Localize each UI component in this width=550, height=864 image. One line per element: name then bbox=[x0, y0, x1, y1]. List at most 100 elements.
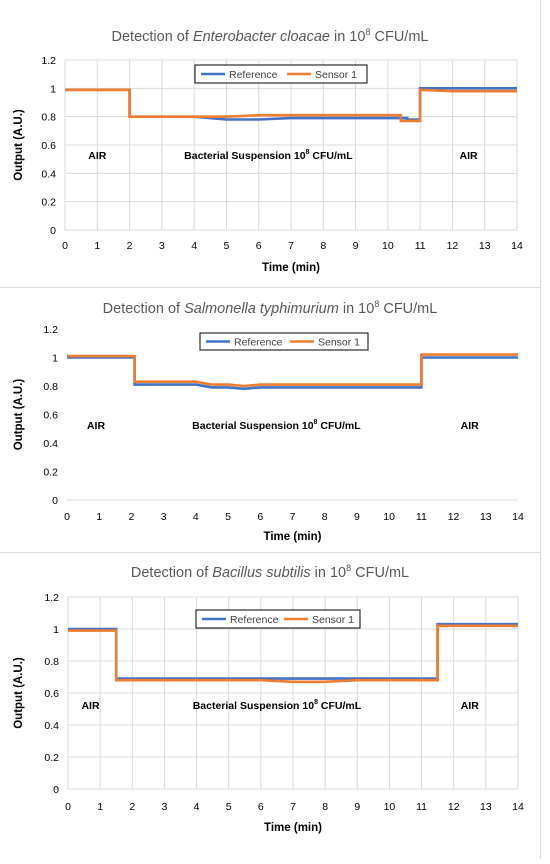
legend: Reference Sensor 1 bbox=[199, 332, 369, 351]
x-tick-label: 12 bbox=[448, 511, 460, 523]
region-annotation: Bacterial Suspension 108 CFU/mL bbox=[192, 419, 361, 432]
y-tick-label: 1 bbox=[53, 624, 59, 636]
y-tick-label: 0.6 bbox=[43, 410, 58, 422]
x-axis-label: Time (min) bbox=[262, 262, 320, 274]
chart-salmonella: Detection of Salmonella typhimurium in 1… bbox=[13, 299, 524, 543]
x-tick-label: 11 bbox=[416, 801, 427, 813]
x-tick-label: 4 bbox=[191, 240, 197, 252]
y-tick-label: 1.2 bbox=[43, 324, 58, 336]
x-axis-label: Time (min) bbox=[264, 531, 322, 543]
series-line-sensor-1 bbox=[65, 88, 517, 123]
x-tick-label: 3 bbox=[161, 511, 167, 523]
region-annotation: AIR bbox=[461, 420, 480, 432]
x-tick-label: 14 bbox=[511, 240, 523, 252]
chart-title: Detection of Salmonella typhimurium in 1… bbox=[103, 299, 438, 317]
x-tick-label: 2 bbox=[127, 240, 133, 252]
series-line-reference bbox=[67, 356, 518, 391]
x-tick-label: 8 bbox=[322, 801, 328, 813]
x-tick-label: 6 bbox=[257, 511, 263, 523]
y-tick-label: 0.8 bbox=[41, 112, 56, 124]
y-tick-label: 0 bbox=[53, 784, 59, 796]
x-tick-label: 4 bbox=[193, 511, 199, 523]
x-tick-label: 7 bbox=[290, 511, 296, 523]
x-tick-label: 4 bbox=[194, 801, 200, 813]
x-tick-label: 10 bbox=[384, 801, 396, 813]
legend-label: Sensor 1 bbox=[318, 337, 360, 349]
chart-panel-salmonella: Detection of Salmonella typhimurium in 1… bbox=[0, 289, 540, 551]
y-tick-label: 0.6 bbox=[41, 140, 56, 152]
y-tick-label: 1 bbox=[50, 83, 56, 95]
legend-label: Sensor 1 bbox=[312, 614, 354, 626]
y-axis-label: Output (A.U.) bbox=[13, 379, 25, 451]
region-annotation: AIR bbox=[88, 150, 107, 162]
x-tick-label: 9 bbox=[354, 801, 360, 813]
plot-area-border bbox=[67, 596, 519, 790]
x-tick-label: 13 bbox=[479, 240, 491, 252]
x-tick-label: 13 bbox=[480, 511, 492, 523]
series-line-sensor-1 bbox=[68, 624, 518, 684]
region-annotation: AIR bbox=[460, 150, 479, 162]
x-tick-label: 10 bbox=[382, 240, 394, 252]
x-tick-label: 6 bbox=[256, 240, 262, 252]
y-tick-label: 0.2 bbox=[43, 467, 58, 479]
x-tick-label: 0 bbox=[65, 801, 71, 813]
region-annotation: Bacterial Suspension 108 CFU/mL bbox=[184, 149, 353, 162]
x-tick-label: 13 bbox=[480, 801, 492, 813]
x-tick-label: 11 bbox=[416, 511, 427, 523]
x-tick-label: 7 bbox=[288, 240, 294, 252]
y-tick-label: 1 bbox=[52, 353, 58, 365]
legend-box bbox=[195, 609, 361, 629]
y-tick-label: 0.8 bbox=[44, 656, 59, 668]
series-line-reference bbox=[68, 622, 518, 680]
x-tick-label: 6 bbox=[258, 801, 264, 813]
x-tick-label: 9 bbox=[353, 240, 359, 252]
x-tick-label: 5 bbox=[226, 801, 232, 813]
x-tick-label: 14 bbox=[512, 511, 524, 523]
chart-title: Detection of Bacillus subtilis in 108 CF… bbox=[131, 563, 409, 581]
legend-box bbox=[199, 332, 369, 351]
series-line-sensor-1 bbox=[67, 353, 518, 388]
right-border-line bbox=[540, 0, 541, 859]
chart-enterobacter: Detection of Enterobacter cloacae in 108… bbox=[13, 27, 523, 274]
legend: Reference Sensor 1 bbox=[194, 64, 368, 84]
x-tick-label: 11 bbox=[415, 240, 426, 252]
x-tick-label: 5 bbox=[224, 240, 230, 252]
chart-bacillus: Detection of Bacillus subtilis in 108 CF… bbox=[13, 563, 524, 834]
x-tick-label: 0 bbox=[62, 240, 68, 252]
chart-title: Detection of Enterobacter cloacae in 108… bbox=[112, 27, 429, 45]
y-tick-label: 0.2 bbox=[44, 752, 59, 764]
x-tick-label: 7 bbox=[290, 801, 296, 813]
y-axis-label: Output (A.U.) bbox=[13, 657, 25, 729]
y-axis-label: Output (A.U.) bbox=[13, 109, 25, 181]
panel-divider bbox=[0, 287, 540, 288]
plot-area-border bbox=[64, 59, 518, 231]
legend-box bbox=[194, 64, 368, 84]
region-annotation: AIR bbox=[81, 700, 100, 712]
legend-label: Reference bbox=[230, 614, 279, 626]
x-tick-label: 3 bbox=[159, 240, 165, 252]
gridlines bbox=[67, 596, 519, 790]
legend: Reference Sensor 1 bbox=[195, 609, 361, 629]
x-tick-label: 3 bbox=[162, 801, 168, 813]
x-tick-label: 1 bbox=[94, 240, 100, 252]
x-tick-label: 8 bbox=[322, 511, 328, 523]
x-tick-label: 10 bbox=[383, 511, 395, 523]
x-tick-label: 8 bbox=[320, 240, 326, 252]
chart-panel-bacillus: Detection of Bacillus subtilis in 108 CF… bbox=[0, 554, 540, 859]
legend-label: Sensor 1 bbox=[315, 69, 357, 81]
panel-divider bbox=[0, 552, 540, 553]
region-annotation: AIR bbox=[461, 700, 480, 712]
y-tick-label: 0 bbox=[52, 495, 58, 507]
x-tick-label: 1 bbox=[96, 511, 102, 523]
chart-panel-enterobacter: Detection of Enterobacter cloacae in 108… bbox=[0, 0, 540, 287]
y-tick-label: 0.4 bbox=[44, 720, 59, 732]
x-tick-label: 12 bbox=[448, 801, 460, 813]
y-tick-label: 0.8 bbox=[43, 381, 58, 393]
legend-label: Reference bbox=[229, 69, 278, 81]
x-tick-label: 14 bbox=[512, 801, 524, 813]
y-tick-label: 1.2 bbox=[41, 55, 56, 67]
x-tick-label: 12 bbox=[447, 240, 459, 252]
x-tick-label: 0 bbox=[64, 511, 70, 523]
y-tick-label: 0.4 bbox=[43, 438, 58, 450]
x-tick-label: 5 bbox=[225, 511, 231, 523]
